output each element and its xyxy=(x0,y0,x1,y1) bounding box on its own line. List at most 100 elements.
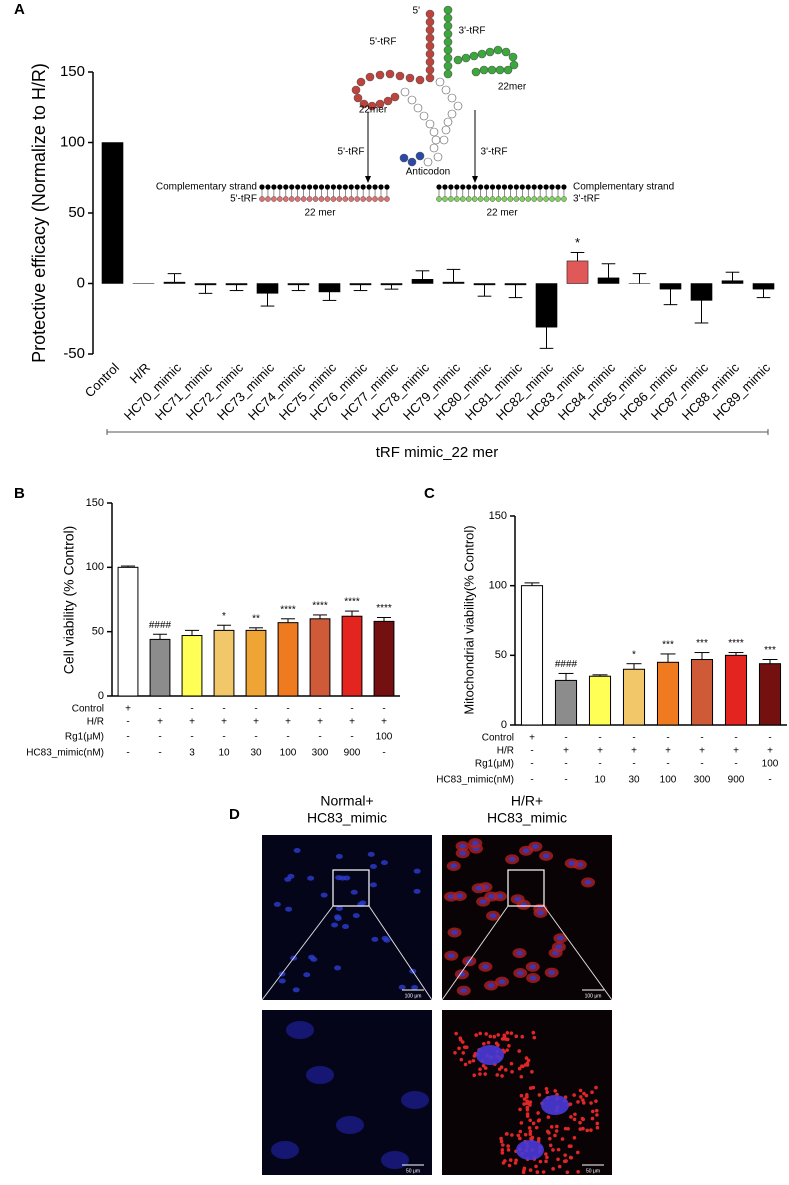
mitochondria xyxy=(525,1063,530,1067)
strand-dot xyxy=(531,196,538,202)
nucleotide xyxy=(425,119,435,129)
mitochondria xyxy=(459,1057,464,1062)
table-cell: + xyxy=(563,746,569,757)
mitochondria xyxy=(461,1051,466,1055)
strand-dot xyxy=(489,196,496,202)
nucleotide xyxy=(433,152,443,162)
table-cell: - xyxy=(222,732,225,743)
panel-letter: C xyxy=(424,485,435,502)
mitochondria xyxy=(520,1064,524,1068)
nucleus xyxy=(287,873,295,879)
strand-dot xyxy=(300,196,307,202)
mitochondria xyxy=(537,1093,542,1097)
table-cell: - xyxy=(318,732,321,743)
mitochondria xyxy=(535,1170,540,1174)
strand-dot xyxy=(336,184,342,190)
nucleus xyxy=(411,985,419,991)
error-bar xyxy=(384,284,399,290)
nucleus xyxy=(475,885,483,891)
mitochondria xyxy=(528,1132,533,1136)
nucleus xyxy=(516,950,524,956)
nucleotide xyxy=(443,61,453,71)
strand-dot xyxy=(436,196,442,202)
table-cell: - xyxy=(564,759,567,770)
mitochondria xyxy=(595,1121,600,1126)
nucleus xyxy=(476,1045,504,1065)
bar xyxy=(690,659,714,726)
x-tick-label: Control xyxy=(82,360,122,400)
mitochondria xyxy=(522,1097,527,1101)
mitochondria xyxy=(528,1100,533,1104)
table-cell: 30 xyxy=(250,748,262,759)
table-cell: + xyxy=(349,717,355,728)
table-cell: - xyxy=(632,759,635,770)
nucleus xyxy=(306,1066,334,1084)
error-bar xyxy=(477,284,492,297)
nucleus xyxy=(293,847,301,853)
bar xyxy=(622,668,646,726)
strand-dot xyxy=(549,184,555,190)
scale-bar-label: 50 μm xyxy=(406,1168,420,1174)
strand-dot xyxy=(489,184,496,190)
error-bar xyxy=(415,270,430,280)
nucleotide xyxy=(415,151,425,161)
strand-dot xyxy=(549,196,555,202)
bar xyxy=(504,283,527,286)
nucleotide xyxy=(431,135,441,145)
table-cell: + xyxy=(253,717,259,728)
mitochondria xyxy=(517,1066,522,1071)
nucleus xyxy=(481,964,489,970)
mitochondria xyxy=(581,1098,585,1102)
inset-label: Complementary strand xyxy=(156,182,257,193)
nucleotide xyxy=(425,57,435,67)
mitochondria xyxy=(546,1115,551,1119)
arrow-head xyxy=(365,176,371,183)
mitochondria xyxy=(581,1101,586,1105)
nucleotide xyxy=(443,21,453,31)
mitochondria xyxy=(528,1118,532,1123)
mitochondria xyxy=(595,1113,599,1117)
nucleus xyxy=(556,935,564,941)
nucleus xyxy=(459,850,467,856)
mitochondria xyxy=(525,1107,530,1112)
mitochondria xyxy=(548,1143,553,1148)
nucleus xyxy=(336,1116,364,1134)
mitochondria xyxy=(484,1032,489,1036)
error-bar xyxy=(601,263,616,278)
mitochondria xyxy=(526,1058,531,1063)
inset-label: 3'-tRF xyxy=(459,26,486,37)
mitochondria xyxy=(519,1075,524,1079)
bar xyxy=(194,283,217,286)
table-cell: - xyxy=(564,733,567,744)
y-axis-label: Cell viability (% Control) xyxy=(61,526,77,675)
inset-label: Anticodon xyxy=(406,167,450,178)
mitochondria xyxy=(518,1136,522,1141)
error-bar xyxy=(694,652,710,660)
mitochondria xyxy=(563,1126,568,1131)
error-bar xyxy=(660,653,676,663)
mitochondria xyxy=(551,1148,555,1152)
nucleus xyxy=(380,860,388,866)
mitochondria xyxy=(572,1093,576,1097)
significance-label: #### xyxy=(149,620,172,631)
scale-bar-label: 100 μm xyxy=(405,993,422,999)
strand-dot xyxy=(384,196,390,202)
nucleus xyxy=(359,900,367,906)
mitochondria xyxy=(589,1101,593,1105)
nucleotide xyxy=(405,73,415,83)
error-bar xyxy=(524,582,540,586)
bar xyxy=(752,283,775,290)
mitochondria xyxy=(522,1102,526,1106)
table-cell: 30 xyxy=(628,775,640,786)
mitochondria xyxy=(555,1124,559,1129)
nucleus xyxy=(338,875,346,881)
nucleotide xyxy=(471,67,481,77)
mitochondria xyxy=(568,1155,573,1160)
mitochondria xyxy=(503,1037,508,1041)
strand-dot xyxy=(442,196,448,202)
table-cell: - xyxy=(158,704,161,715)
nucleotide xyxy=(375,99,385,109)
nucleotide xyxy=(435,77,445,87)
nucleus xyxy=(308,954,316,960)
panel-letter: D xyxy=(229,806,240,823)
